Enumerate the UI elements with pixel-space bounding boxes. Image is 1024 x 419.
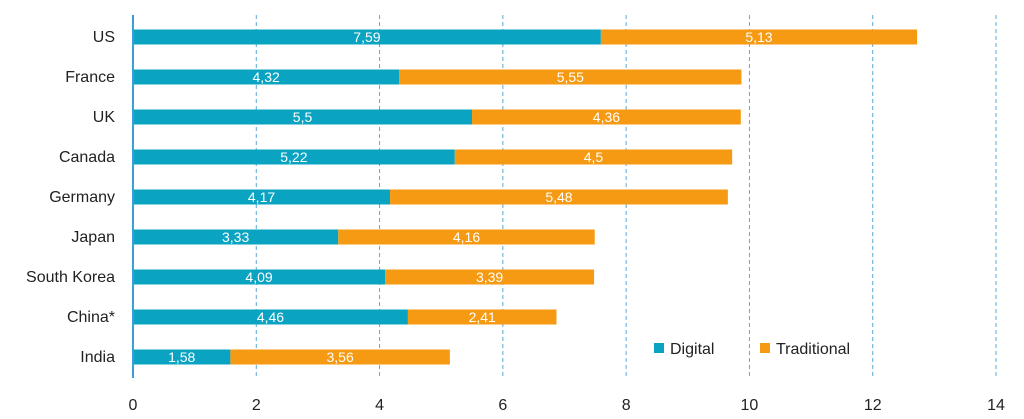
data-label-traditional-china: 2,41 xyxy=(469,309,496,325)
bar-traditional-canada xyxy=(454,149,733,165)
data-label-traditional-canada: 4,5 xyxy=(584,149,604,165)
category-label-uk: UK xyxy=(93,109,116,126)
data-label-digital-canada: 5,22 xyxy=(280,149,307,165)
x-tick-labels: 0 2 4 6 8 10 12 14 xyxy=(129,397,1005,414)
data-labels: 7,59 5,13 4,32 5,55 5,5 4,36 5,22 4,5 4,17 5,48 3,… xyxy=(168,29,773,365)
data-label-traditional-us: 5,13 xyxy=(745,29,772,45)
bar-traditional-germany xyxy=(390,189,728,205)
bar-digital-japan xyxy=(133,229,339,245)
category-label-china: China* xyxy=(67,309,115,326)
bar-traditional-us xyxy=(600,29,918,45)
category-label-japan: Japan xyxy=(71,229,115,246)
data-label-digital-france: 4,32 xyxy=(253,69,280,85)
bar-digital-france xyxy=(133,69,400,85)
category-label-france: France xyxy=(65,69,115,86)
x-tick-label-10: 10 xyxy=(741,397,759,414)
x-tick-label-12: 12 xyxy=(864,397,882,414)
data-label-digital-germany: 4,17 xyxy=(248,189,275,205)
bar-digital-south-korea xyxy=(133,269,386,285)
x-tick-label-14: 14 xyxy=(987,397,1005,414)
data-label-traditional-france: 5,55 xyxy=(557,69,584,85)
bar-traditional-china xyxy=(407,309,557,325)
x-tick-label-2: 2 xyxy=(252,397,261,414)
data-label-digital-japan: 3,33 xyxy=(222,229,249,245)
bars xyxy=(133,29,918,365)
data-label-digital-us: 7,59 xyxy=(353,29,380,45)
legend-swatch-traditional xyxy=(760,343,770,353)
bar-digital-india xyxy=(133,349,231,365)
category-labels: US France UK Canada Germany Japan South Korea C… xyxy=(26,29,115,366)
category-label-canada: Canada xyxy=(59,149,115,166)
data-label-traditional-japan: 4,16 xyxy=(453,229,480,245)
category-label-germany: Germany xyxy=(49,189,115,206)
bar-traditional-france xyxy=(399,69,742,85)
bar-traditional-japan xyxy=(338,229,595,245)
legend-swatch-digital xyxy=(654,343,664,353)
data-label-digital-south-korea: 4,09 xyxy=(245,269,272,285)
data-label-traditional-south-korea: 3,39 xyxy=(476,269,503,285)
category-label-india: India xyxy=(80,349,115,366)
legend-label-traditional: Traditional xyxy=(776,341,850,358)
data-label-traditional-india: 3,56 xyxy=(326,349,353,365)
bar-traditional-india xyxy=(230,349,450,365)
bar-traditional-uk xyxy=(472,109,741,125)
bar-digital-germany xyxy=(133,189,391,205)
category-label-south-korea: South Korea xyxy=(26,269,115,286)
x-tick-label-4: 4 xyxy=(375,397,384,414)
category-label-us: US xyxy=(93,29,115,46)
x-tick-label-0: 0 xyxy=(129,397,138,414)
data-label-traditional-uk: 4,36 xyxy=(593,109,620,125)
data-label-traditional-germany: 5,48 xyxy=(545,189,572,205)
x-tick-label-8: 8 xyxy=(622,397,631,414)
bar-traditional-south-korea xyxy=(385,269,595,285)
legend: Digital Traditional xyxy=(654,341,850,358)
bar-digital-uk xyxy=(133,109,473,125)
bar-digital-canada xyxy=(133,149,455,165)
data-label-digital-uk: 5,5 xyxy=(293,109,313,125)
x-tick-label-6: 6 xyxy=(498,397,507,414)
data-label-digital-india: 1,58 xyxy=(168,349,195,365)
bar-digital-us xyxy=(133,29,601,45)
data-label-digital-china: 4,46 xyxy=(257,309,284,325)
bar-digital-china xyxy=(133,309,408,325)
legend-label-digital: Digital xyxy=(670,341,714,358)
